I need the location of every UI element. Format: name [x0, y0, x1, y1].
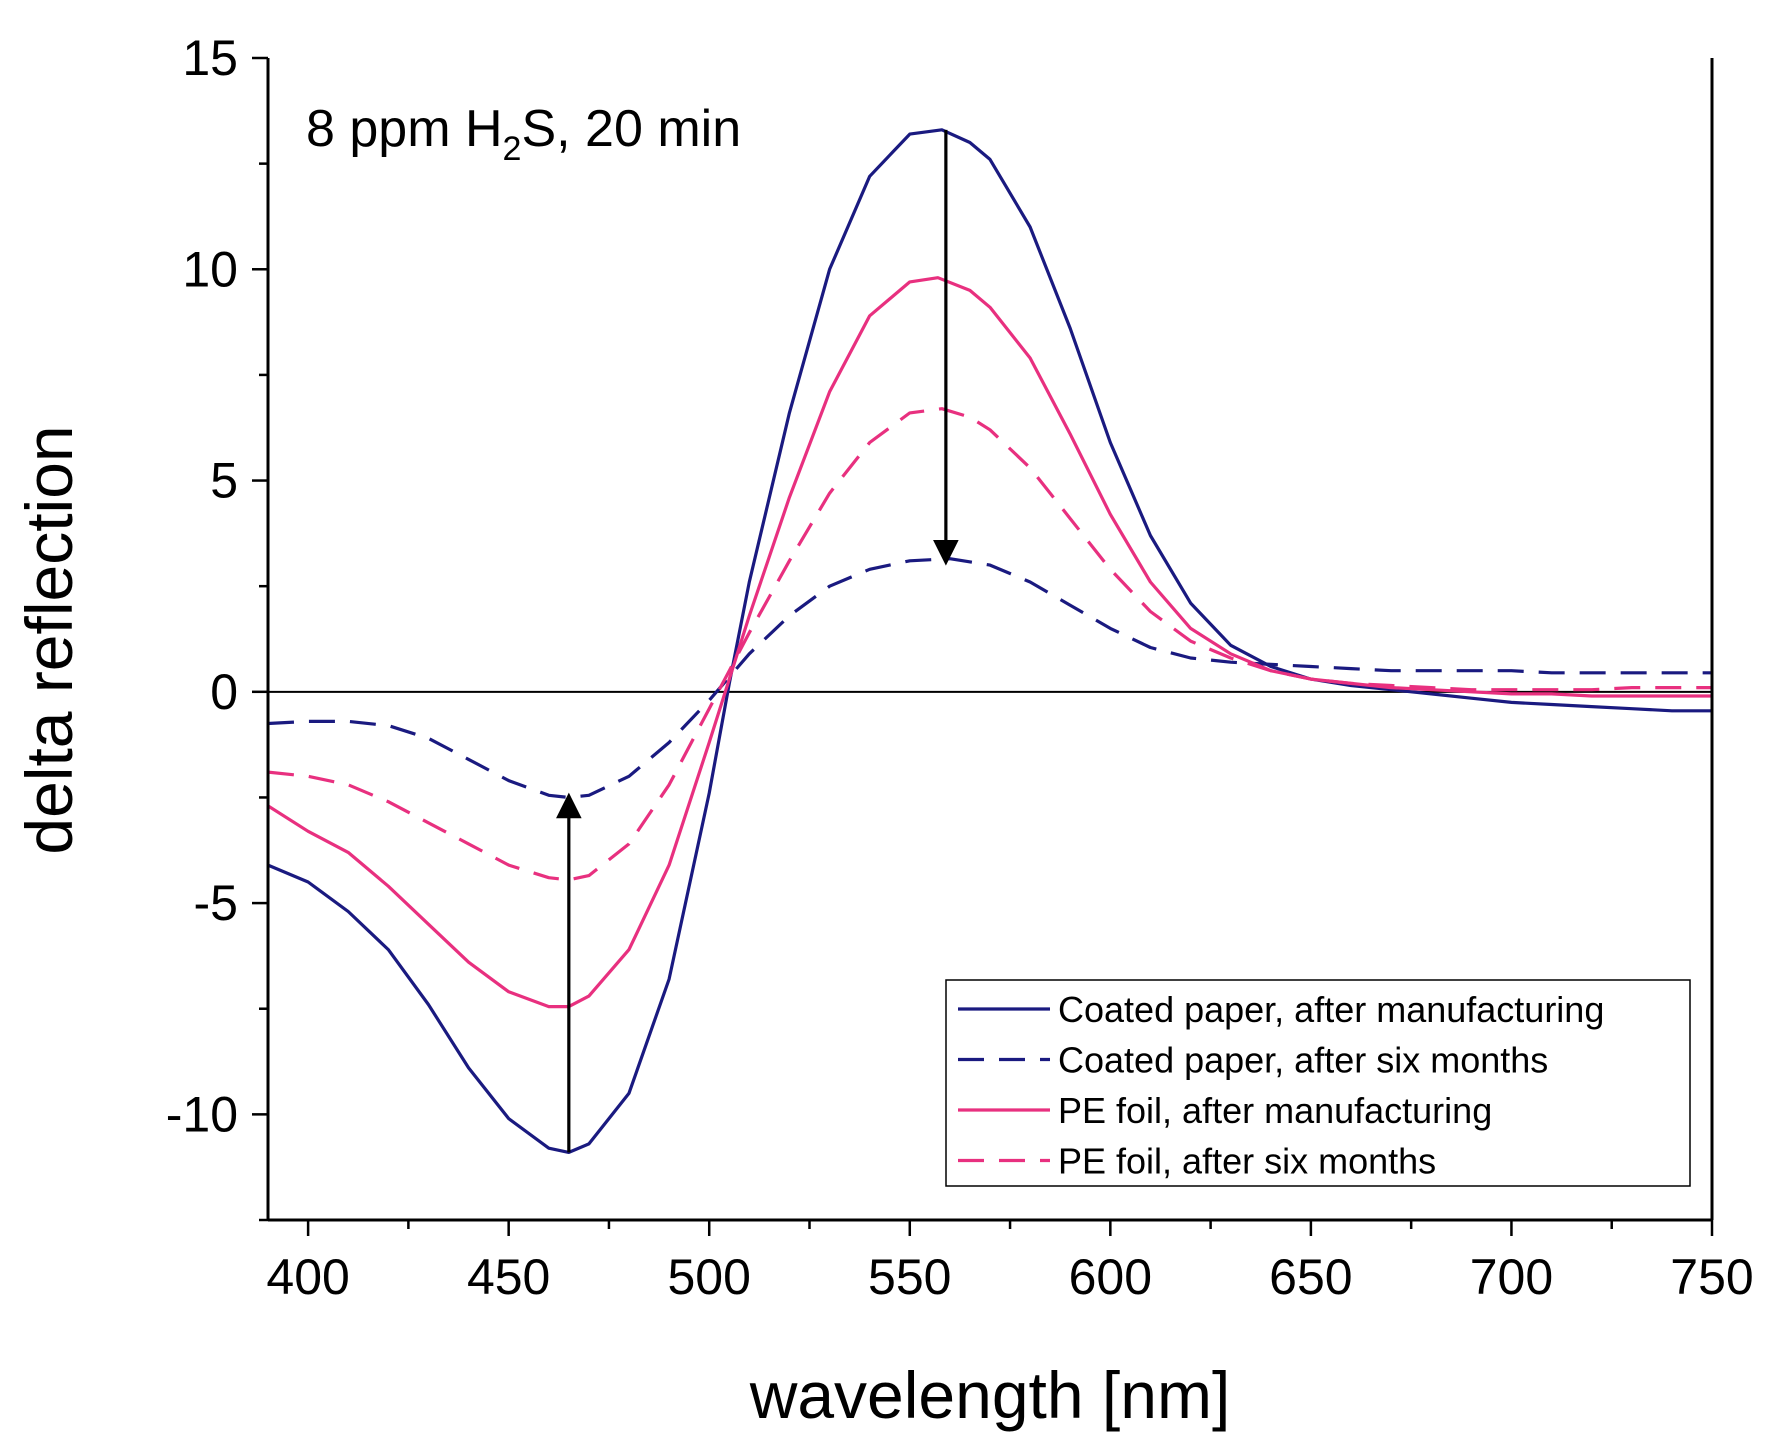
y-tick-label-5: 5 [210, 453, 238, 509]
x-tick-label-550: 550 [868, 1249, 951, 1305]
x-tick-label-400: 400 [266, 1249, 349, 1305]
annotation-prefix: 8 ppm H [306, 100, 503, 158]
legend-label-1: Coated paper, after six months [1058, 1040, 1548, 1081]
y-tick-label--10: -10 [166, 1086, 238, 1142]
x-tick-label-450: 450 [467, 1249, 550, 1305]
legend-box [945, 979, 1691, 1187]
y-tick-label-0: 0 [210, 664, 238, 720]
x-tick-label-650: 650 [1269, 1249, 1352, 1305]
arrows [556, 129, 959, 1153]
x-tick-label-600: 600 [1069, 1249, 1152, 1305]
legend-label-0: Coated paper, after manufacturing [1058, 989, 1604, 1030]
series-line-2 [268, 276, 1712, 1009]
series-line-1 [268, 557, 1712, 800]
x-axis-title: wavelength [nm] [749, 1358, 1231, 1432]
y-tick-label-15: 15 [182, 30, 238, 86]
legend-label-2: PE foil, after manufacturing [1058, 1090, 1492, 1131]
y-tick-label--5: -5 [194, 875, 238, 931]
legend: Coated paper, after manufacturing Coated … [945, 979, 1691, 1187]
series-line-3 [268, 407, 1712, 882]
annotation-suffix: S, 20 min [521, 100, 741, 158]
series-line-0 [268, 128, 1712, 1154]
annotation-subscript: 2 [503, 130, 522, 168]
x-tick-label-500: 500 [668, 1249, 751, 1305]
y-tick-label-10: 10 [182, 241, 238, 297]
ticks [252, 56, 1714, 1236]
legend-label-3: PE foil, after six months [1058, 1141, 1436, 1182]
y-axis-title: delta reflection [12, 425, 86, 854]
tick-labels: 400 450 500 550 600 650 700 750 -10 -5 0 5 10 15 [166, 30, 1754, 1305]
x-tick-label-750: 750 [1670, 1249, 1753, 1305]
x-tick-label-700: 700 [1470, 1249, 1553, 1305]
condition-annotation: 8 ppm H2S, 20 min [306, 100, 741, 168]
